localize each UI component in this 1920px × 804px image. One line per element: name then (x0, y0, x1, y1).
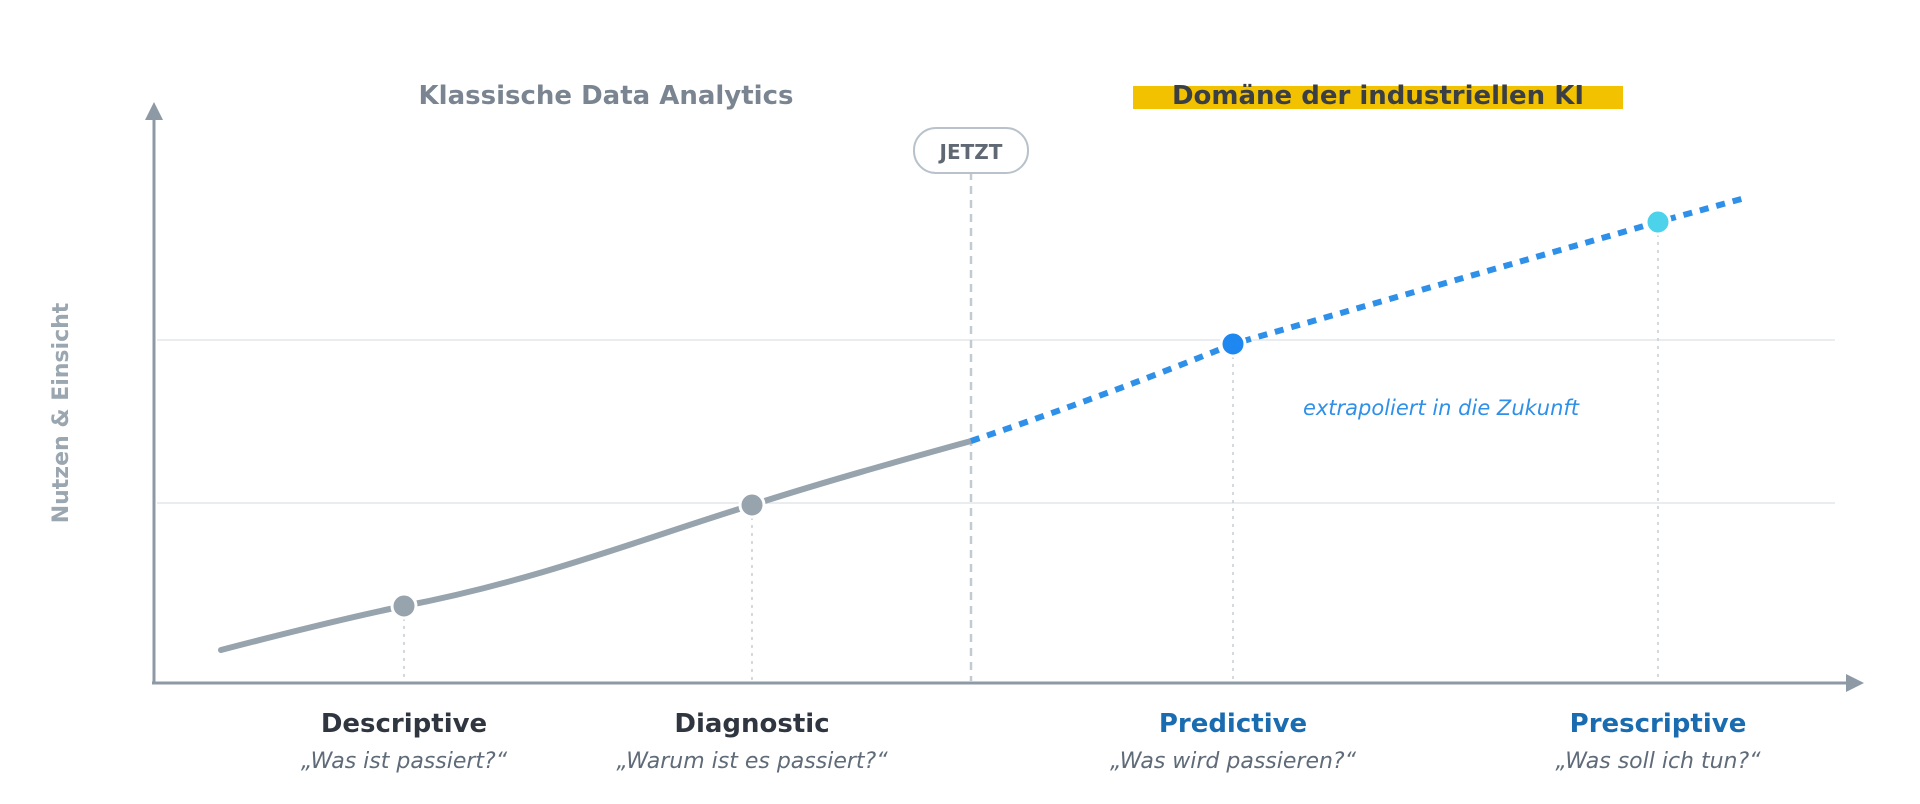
stage-question-descriptive: „Was ist passiert?“ (301, 749, 508, 774)
stage-question-prescriptive: „Was soll ich tun?“ (1555, 749, 1761, 774)
now-label: JETZT (938, 140, 1003, 164)
header-classic-analytics: Klassische Data Analytics (419, 81, 794, 111)
stage-name-diagnostic: Diagnostic (674, 709, 829, 739)
y-axis-label: Nutzen & Einsicht (49, 302, 74, 523)
y-axis (145, 102, 163, 683)
x-axis (152, 674, 1864, 692)
stage-name-predictive: Predictive (1159, 709, 1307, 739)
extrapolation-annotation: extrapoliert in die Zukunft (1303, 396, 1580, 420)
header-ai-highlight (1133, 86, 1623, 109)
stage-point-predictive (1219, 330, 1247, 358)
stage-point-prescriptive (1644, 208, 1672, 236)
stage-name-prescriptive: Prescriptive (1570, 709, 1747, 739)
stage-question-diagnostic: „Warum ist es passiert?“ (616, 749, 888, 774)
now-badge (913, 127, 1029, 174)
stage-name-descriptive: Descriptive (321, 709, 487, 739)
past-trend-line (218, 438, 974, 653)
y-axis-arrow (145, 102, 163, 120)
future-trend-line (970, 195, 1746, 444)
stage-point-diagnostic (738, 491, 766, 519)
stage-question-predictive: „Was wird passieren?“ (1110, 749, 1357, 774)
x-axis-arrow (1846, 674, 1864, 692)
header-industrial-ai: Domäne der industriellen KI (1172, 81, 1584, 111)
stage-point-descriptive (390, 592, 418, 620)
